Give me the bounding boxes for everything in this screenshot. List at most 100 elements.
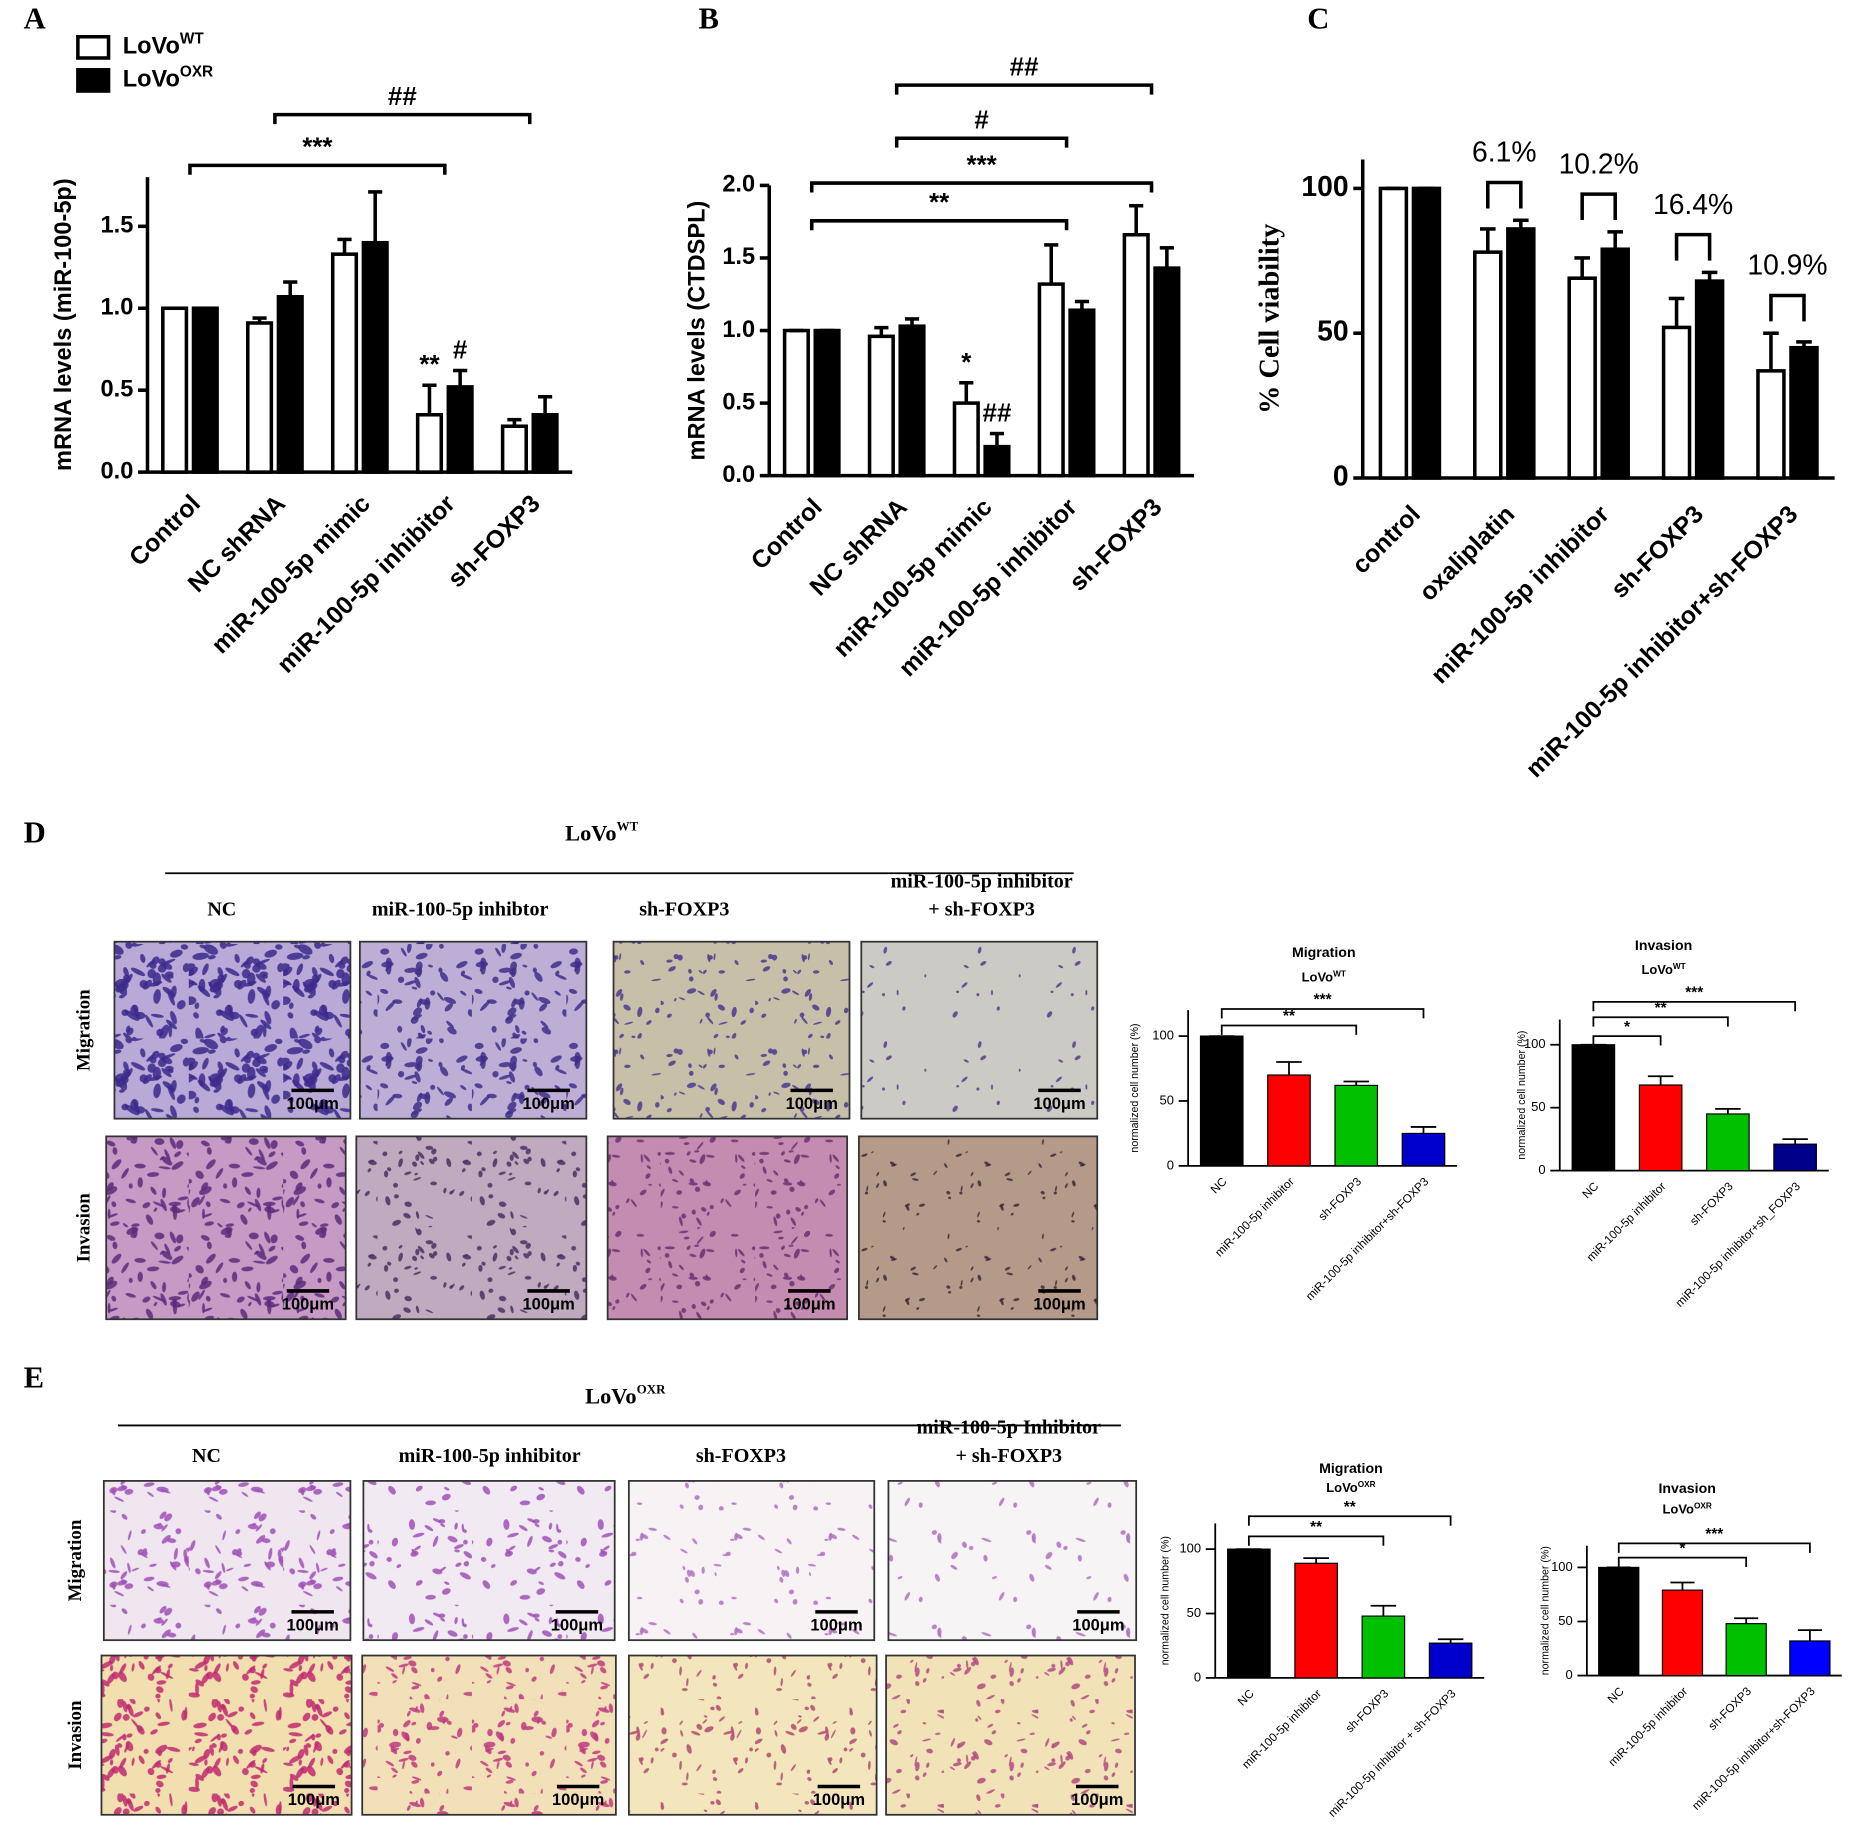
scale-bar-label: 100μm	[810, 1616, 862, 1634]
error-bar	[1763, 331, 1779, 371]
chart-subtitle-base: LoVo	[1641, 963, 1673, 978]
x-tick-label: miR-100-5p inhibitor+sh_FOXP3	[1673, 1180, 1803, 1310]
error-bar	[1782, 1138, 1808, 1145]
significance-label: ##	[388, 83, 417, 111]
pair-label: 10.2%	[1559, 147, 1639, 179]
scale-bar-label: 100μm	[551, 1616, 603, 1634]
y-tick-label: 0	[1566, 1667, 1573, 1682]
bar	[1122, 232, 1150, 478]
bar	[782, 328, 810, 478]
scale-bar-label: 100μm	[1071, 1791, 1123, 1809]
x-tick-label: Control	[746, 494, 827, 575]
significance-label: **	[1310, 1519, 1322, 1536]
error-bar	[959, 381, 974, 404]
error-bar	[453, 368, 468, 387]
micrograph	[860, 940, 1099, 1120]
significance-bracket	[1592, 1035, 1662, 1046]
significance-bracket	[1220, 1024, 1358, 1035]
error-bar	[1343, 1080, 1369, 1086]
bar	[446, 385, 474, 474]
bar	[1153, 266, 1181, 478]
bar	[1068, 308, 1096, 478]
column-label: miR-100-5p inhibitor	[399, 1445, 581, 1467]
error-bar	[1647, 1075, 1674, 1086]
row-label: Invasion	[73, 1193, 94, 1263]
panel-header: LoVoWT	[565, 819, 638, 846]
y-tick-label: 0	[1194, 1669, 1201, 1684]
error-bar	[1574, 256, 1590, 279]
bar	[1600, 247, 1630, 480]
y-tick-label: 2.0	[722, 171, 755, 197]
chart-subtitle-base: LoVo	[1302, 970, 1334, 985]
chart-subtitle: LoVoWT	[1302, 969, 1346, 985]
bar	[1361, 1615, 1406, 1679]
bar	[276, 295, 304, 474]
bar	[1227, 1548, 1271, 1679]
bar	[161, 306, 189, 474]
error-bar	[989, 431, 1005, 447]
scale-bar-label: 100μm	[1072, 1616, 1124, 1634]
bar	[1567, 276, 1597, 480]
significance-bracket	[809, 219, 1069, 231]
row-label: Migration	[73, 989, 94, 1071]
error-bar	[1480, 227, 1496, 253]
bar	[1789, 345, 1819, 480]
significance-label: ***	[1314, 992, 1332, 1009]
bar	[813, 328, 841, 478]
error-bar	[1513, 218, 1529, 229]
error-bar	[1370, 1604, 1397, 1617]
y-tick-label: 100	[1301, 170, 1348, 202]
y-tick-label: 100	[1152, 1028, 1174, 1043]
bar-label: #	[453, 337, 467, 365]
error-bar	[1797, 1629, 1822, 1641]
bar	[245, 321, 274, 474]
panel-letter: D	[24, 816, 46, 850]
panel-letter: E	[24, 1361, 44, 1395]
significance-label: #	[974, 107, 988, 135]
bar	[1428, 1642, 1473, 1679]
chart-title: Invasion	[1658, 1480, 1715, 1496]
y-tick-label: 50	[1531, 1099, 1545, 1114]
chart-subtitle-sup: WT	[1673, 962, 1686, 971]
significance-bracket	[1220, 1008, 1425, 1019]
error-bar	[1437, 1638, 1464, 1644]
significance-bracket	[1617, 1542, 1811, 1553]
legend-swatch	[76, 68, 111, 93]
y-tick-label: 0	[1538, 1162, 1545, 1177]
bar	[1789, 1640, 1831, 1677]
legend-label-base: LoVo	[123, 66, 180, 92]
panel-header-sup: OXR	[637, 1382, 666, 1397]
bar	[1661, 325, 1692, 480]
column-label: miR-100-5p inhibtor	[372, 899, 549, 921]
bar	[1334, 1084, 1379, 1167]
scale-bar-label: 100μm	[783, 1295, 835, 1313]
significance-label: ***	[1685, 985, 1703, 1002]
chart-title: Migration	[1292, 944, 1356, 960]
panel-letter: C	[1307, 1, 1329, 35]
chart-subtitle: LoVoOXR	[1326, 1480, 1375, 1496]
panel-header-base: LoVo	[565, 821, 616, 846]
error-bar	[368, 190, 383, 243]
significance-bracket	[894, 83, 1154, 95]
bar	[330, 252, 359, 474]
y-tick-label: 100	[1524, 1036, 1546, 1051]
scale-bar-label: 100μm	[1033, 1095, 1085, 1113]
significance-label: *	[1624, 1019, 1630, 1036]
error-bar	[1159, 246, 1174, 269]
chart-subtitle: LoVoWT	[1641, 962, 1685, 978]
micrograph	[612, 940, 851, 1120]
significance-label: ***	[302, 134, 333, 162]
bar	[1506, 227, 1536, 480]
error-bar	[1796, 340, 1812, 348]
x-tick-label: sh-FOXP3	[1706, 1685, 1754, 1733]
bar	[983, 444, 1011, 478]
bar	[898, 324, 926, 478]
error-bar	[337, 237, 352, 255]
error-bar	[1044, 243, 1059, 285]
x-tick-label: NC	[1208, 1175, 1230, 1197]
bar	[361, 240, 389, 474]
x-tick-label: sh-FOXP3	[1343, 1687, 1391, 1735]
column-label: + sh-FOXP3	[928, 899, 1035, 921]
y-axis-label: % Cell viability	[1254, 224, 1285, 414]
